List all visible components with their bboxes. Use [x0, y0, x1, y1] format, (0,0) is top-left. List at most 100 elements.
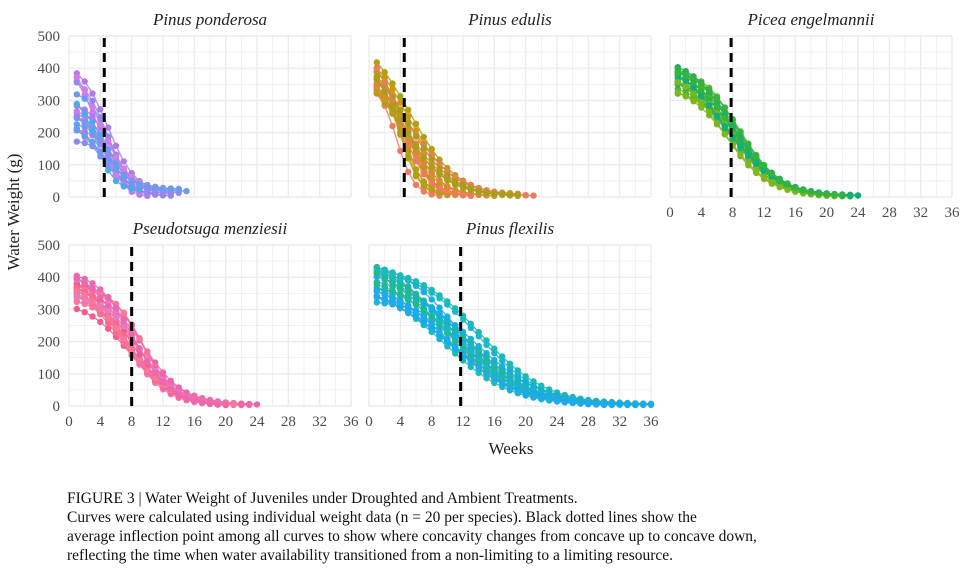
data-point — [632, 401, 639, 409]
data-point — [444, 183, 451, 190]
data-point — [807, 189, 815, 196]
data-point — [381, 69, 388, 76]
data-point — [175, 385, 182, 392]
data-point — [136, 345, 143, 352]
data-point — [854, 192, 862, 199]
data-point — [389, 80, 396, 87]
data-point — [768, 177, 775, 184]
data-point — [405, 148, 412, 155]
data-point — [682, 93, 689, 100]
data-point — [444, 298, 451, 305]
data-point — [405, 285, 412, 293]
data-point — [373, 83, 380, 91]
data-point — [436, 310, 443, 317]
data-point — [81, 78, 88, 85]
data-point — [467, 357, 474, 365]
x-tick-label: 20 — [218, 414, 233, 430]
data-point — [553, 397, 561, 405]
x-tick-label: 24 — [250, 414, 266, 430]
data-point — [698, 80, 705, 88]
data-point — [585, 400, 592, 408]
data-point — [491, 356, 498, 364]
data-point — [690, 75, 697, 83]
data-point — [483, 370, 490, 377]
data-point — [436, 171, 443, 178]
data-point — [152, 375, 159, 382]
panel: Picea engelmannii 0 4 8 12 16 20 24 28 32 36 — [666, 10, 960, 221]
caption-line: average inflection point among all curve… — [67, 528, 757, 545]
data-point — [412, 173, 420, 180]
data-point — [405, 140, 412, 147]
data-point — [112, 324, 120, 332]
data-point — [222, 401, 229, 408]
data-point — [491, 375, 498, 383]
data-point — [112, 172, 120, 179]
panel: Pseudotsuga menziesii 0 100 200 300 400 500 0 4 8… — [38, 219, 360, 430]
data-point — [698, 98, 705, 106]
data-point — [373, 281, 380, 288]
data-point — [120, 335, 128, 343]
data-point — [499, 363, 506, 370]
x-tick-label: 36 — [644, 414, 660, 430]
x-tick-label: 32 — [612, 414, 627, 430]
data-point — [159, 378, 167, 386]
x-tick-label: 8 — [729, 205, 737, 221]
data-point — [405, 274, 412, 282]
panel-title: Pinus ponderosa — [152, 10, 267, 29]
data-point — [373, 270, 380, 277]
panel: Pinus edulis — [368, 10, 652, 199]
y-tick-label: 300 — [38, 93, 61, 109]
data-point — [412, 181, 420, 189]
y-tick-label: 0 — [53, 399, 61, 415]
data-point — [499, 353, 506, 360]
data-point — [420, 171, 427, 178]
data-point — [706, 95, 713, 102]
x-axis-title: Weeks — [489, 439, 534, 458]
data-point — [144, 350, 151, 357]
data-point — [120, 183, 128, 190]
data-point — [105, 157, 112, 164]
data-point — [420, 154, 427, 162]
y-tick-label: 200 — [38, 335, 61, 351]
data-point — [120, 309, 128, 317]
data-point — [73, 287, 81, 294]
data-point — [175, 391, 182, 398]
data-point — [397, 291, 404, 298]
data-point — [73, 74, 81, 81]
data-point — [499, 380, 506, 387]
data-point — [112, 314, 120, 321]
data-point — [753, 151, 760, 159]
data-point — [81, 87, 88, 94]
data-point — [491, 350, 498, 357]
data-point — [405, 130, 412, 137]
data-point — [713, 112, 721, 119]
data-point — [444, 172, 451, 179]
data-point — [389, 300, 396, 308]
data-point — [436, 165, 443, 172]
data-point — [506, 369, 514, 376]
data-point — [105, 325, 112, 332]
data-point — [183, 394, 190, 402]
data-point — [491, 345, 498, 352]
data-point — [105, 314, 112, 322]
data-point — [428, 164, 435, 171]
data-point — [97, 294, 104, 301]
data-point — [81, 132, 88, 140]
data-point — [577, 400, 584, 407]
data-point — [436, 304, 443, 311]
data-point — [412, 133, 420, 140]
data-point — [706, 108, 713, 116]
data-point — [682, 77, 689, 84]
data-point — [73, 114, 81, 122]
data-point — [506, 191, 514, 198]
data-point — [760, 167, 768, 174]
data-point — [483, 350, 490, 357]
data-point — [428, 179, 435, 187]
data-point — [467, 320, 474, 327]
data-point — [467, 192, 474, 199]
data-point — [420, 282, 427, 289]
data-point — [81, 95, 88, 102]
data-point — [483, 354, 490, 361]
data-point — [514, 367, 521, 374]
